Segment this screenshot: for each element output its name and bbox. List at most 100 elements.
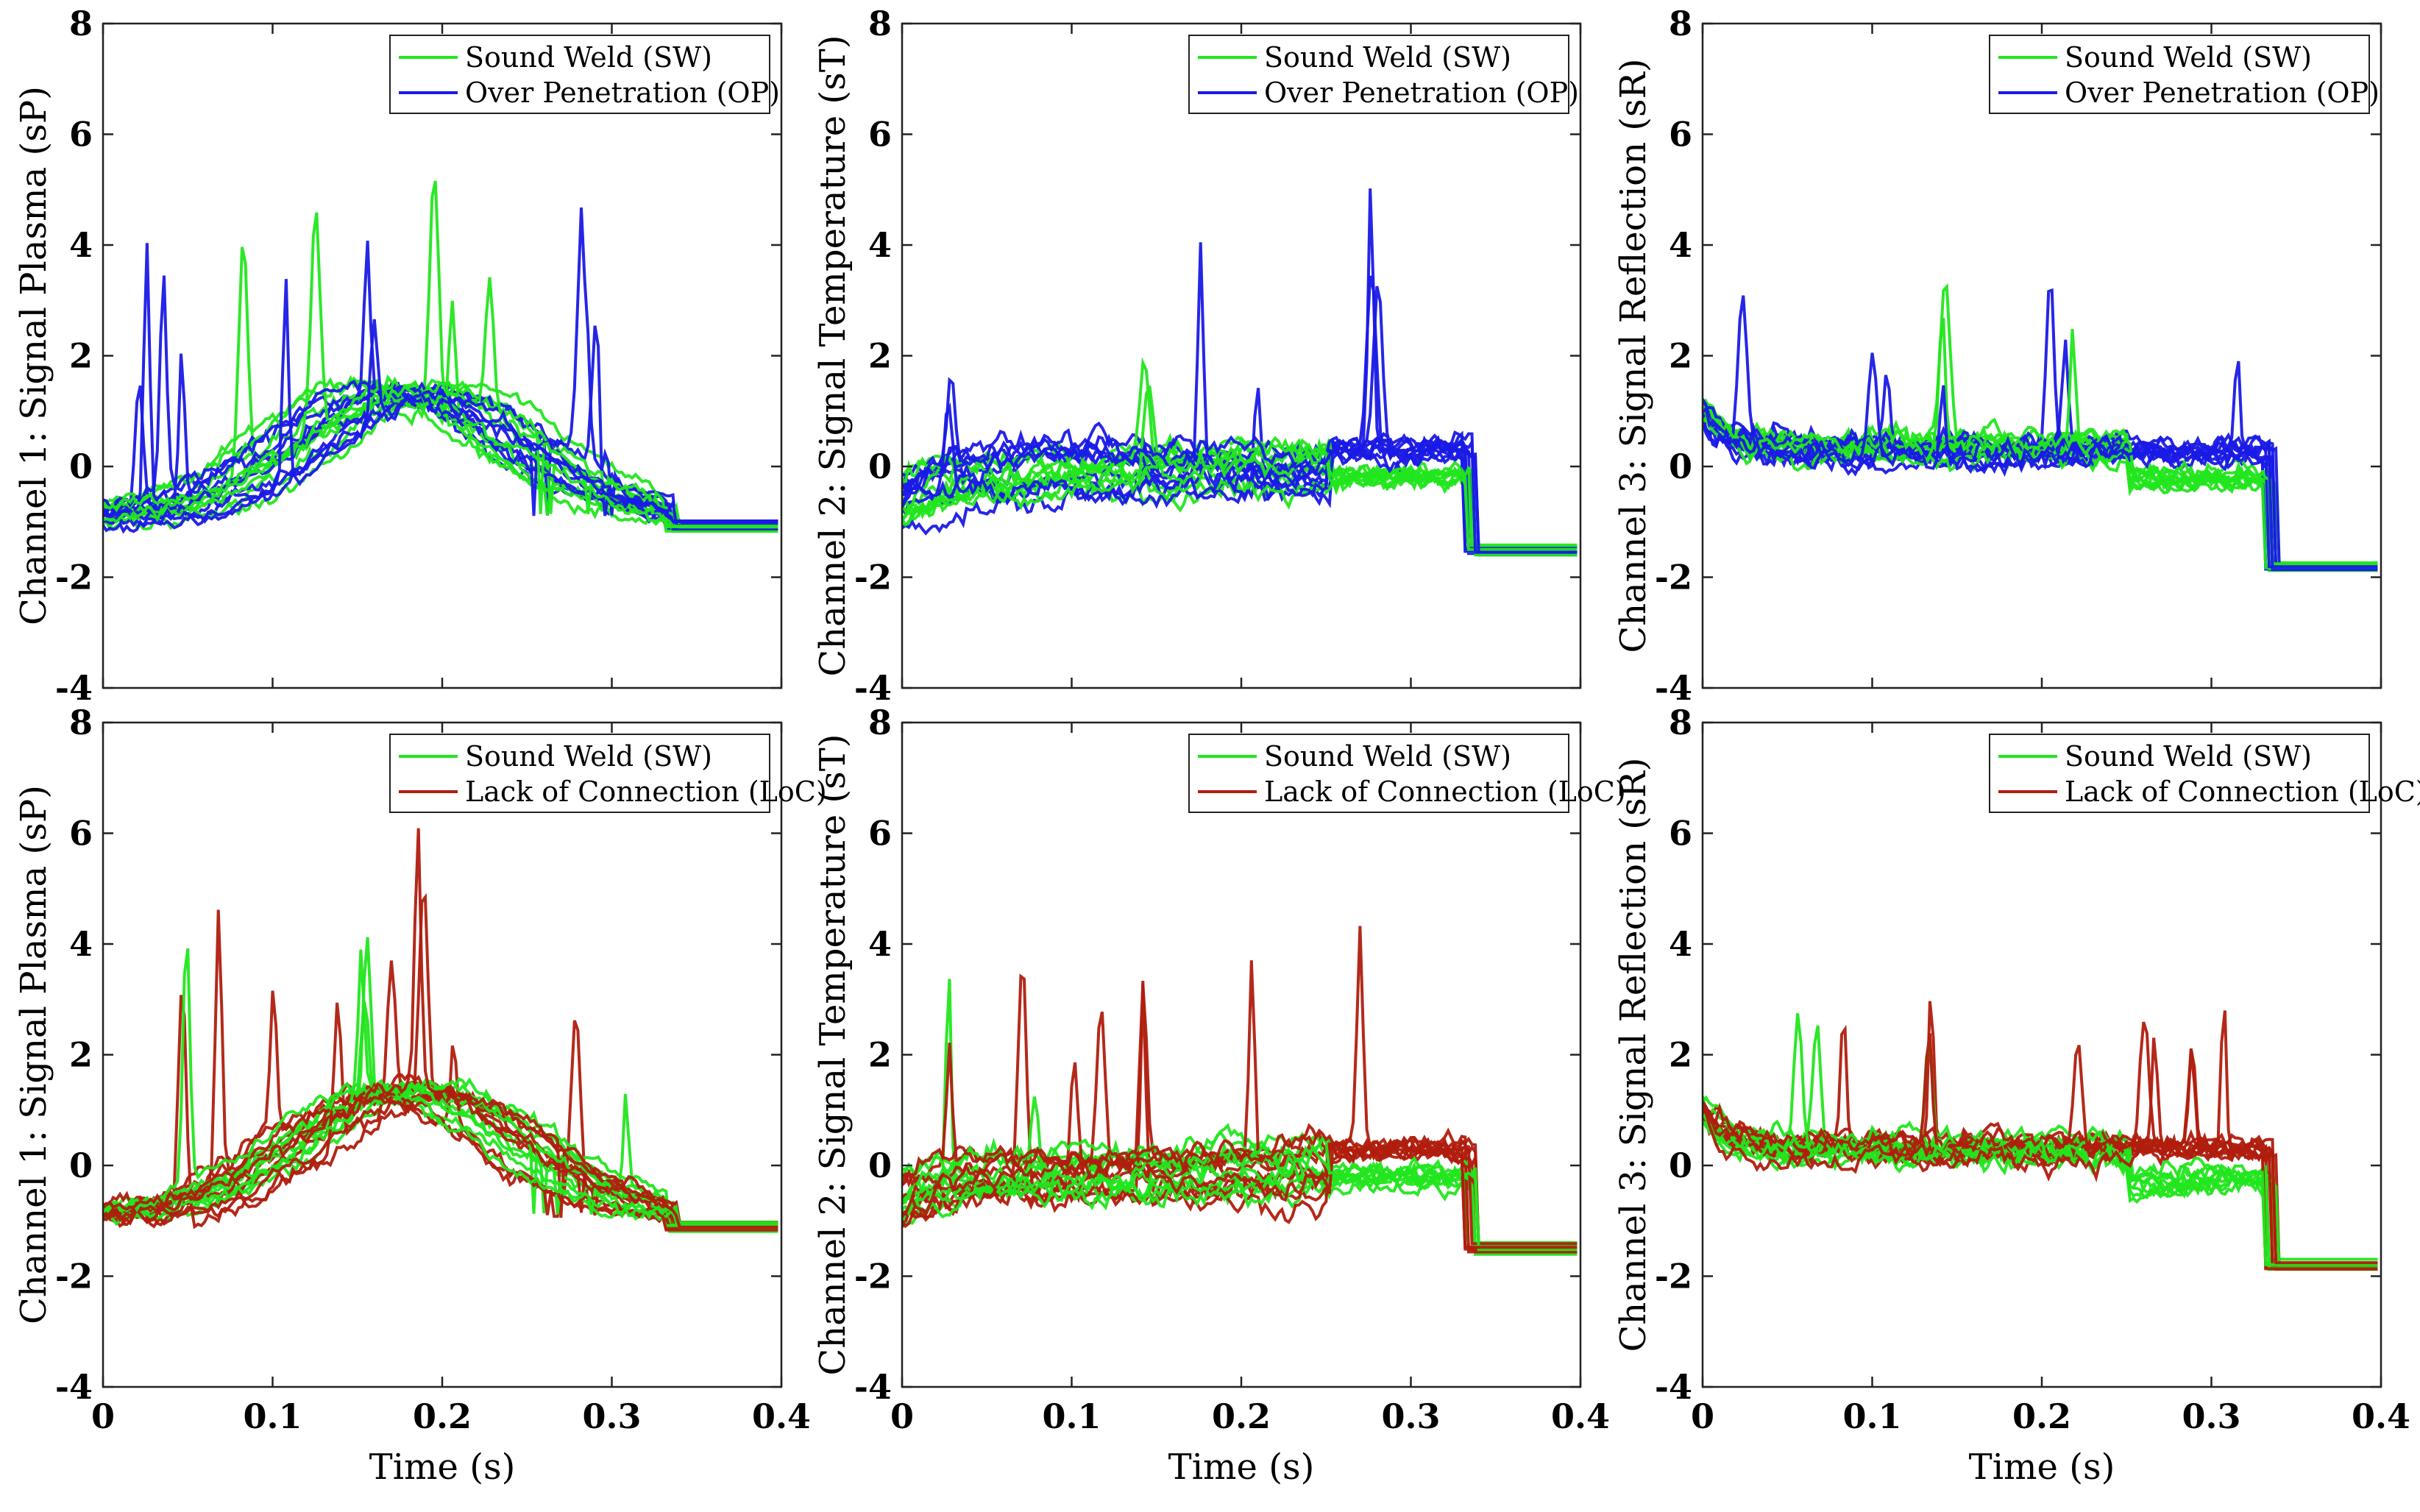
y-axis-label: Channel 3: Signal Reflection (sR) — [1613, 59, 1654, 653]
y-tick-label: 0 — [1669, 447, 1692, 486]
y-tick-label: -2 — [1655, 558, 1692, 597]
x-tick-label: 0.2 — [1212, 1396, 1271, 1436]
x-axis-label: Time (s) — [369, 1447, 516, 1488]
legend: Sound Weld (SW)Over Penetration (OP) — [389, 35, 780, 114]
y-tick-label: 0 — [1669, 1146, 1692, 1185]
series-defect-line — [103, 828, 778, 1229]
axes-frame — [1701, 22, 2382, 689]
y-tick-label: -4 — [55, 668, 93, 708]
x-tick-label: 0 — [890, 1396, 914, 1436]
series-defect-line — [103, 1091, 778, 1229]
series-defect-line — [902, 285, 1578, 557]
y-tick-label: 4 — [868, 924, 892, 964]
plot-area — [1703, 283, 2378, 572]
legend-box — [1188, 734, 1569, 813]
series-sw-line — [103, 180, 778, 530]
y-tick-label: 0 — [69, 447, 93, 486]
chart-panel-5: -4 -2 0 2 4 6 8 0 0.1 0.2 0.3 0.4 Time (s) Channel 2:… — [812, 703, 1626, 1488]
x-tick-label: 0.1 — [1042, 1396, 1101, 1436]
y-tick-label: 4 — [69, 225, 93, 265]
y-axis-label: Channel 1: Signal Plasma (sP) — [13, 785, 54, 1324]
legend-label: Sound Weld (SW) — [465, 41, 712, 74]
legend-label: Sound Weld (SW) — [2065, 740, 2312, 773]
y-tick-label: 8 — [1669, 4, 1692, 43]
x-tick-label: 0.1 — [243, 1396, 302, 1436]
plot-area — [103, 828, 778, 1233]
y-tick-label: 2 — [69, 336, 93, 376]
legend: Sound Weld (SW)Over Penetration (OP) — [1989, 35, 2380, 114]
y-tick-label: 6 — [868, 814, 892, 853]
series-sw-line — [902, 1135, 1578, 1251]
x-tick-label: 0.3 — [582, 1396, 641, 1436]
y-tick-label: 4 — [69, 924, 93, 964]
y-axis-label: Channel 1: Signal Plasma (sP) — [13, 86, 54, 625]
series-defect-line — [103, 275, 778, 530]
axes-frame — [1701, 721, 2382, 1388]
series-defect-line — [103, 909, 778, 1230]
y-tick-label: 0 — [69, 1146, 93, 1185]
y-axis-label: Channel 2: Signal Temperature (sT) — [812, 734, 854, 1376]
series-sw-line — [103, 383, 778, 528]
legend-label: Over Penetration (OP) — [1264, 77, 1579, 109]
legend-label: Lack of Connection (LoC) — [465, 775, 827, 808]
y-tick-label: 2 — [1669, 1035, 1692, 1075]
axes-frame — [901, 22, 1582, 689]
series-defect-line — [902, 1143, 1578, 1251]
series-sw-line — [1703, 1120, 2378, 1266]
chart-panel-2: -4 -2 0 2 4 6 8 Channel 2: Signal Temperature (… — [812, 4, 1582, 708]
y-tick-label: -2 — [1655, 1257, 1692, 1296]
series-defect-line — [902, 1123, 1578, 1249]
series-defect-line — [103, 207, 778, 528]
y-tick-label: 6 — [1669, 115, 1692, 155]
x-tick-label: 0.4 — [1551, 1396, 1610, 1436]
y-tick-label: -4 — [854, 1367, 892, 1407]
legend: Sound Weld (SW)Lack of Connection (LoC) — [1188, 734, 1626, 813]
y-tick-label: -4 — [1655, 1367, 1692, 1407]
y-tick-label: 6 — [868, 115, 892, 155]
y-tick-label: -4 — [1655, 668, 1692, 708]
y-tick-label: -2 — [854, 558, 892, 597]
y-tick-label: 8 — [868, 703, 892, 742]
x-tick-label: 0.4 — [752, 1396, 811, 1436]
plot-area — [902, 926, 1578, 1256]
legend-box — [389, 35, 770, 114]
legend-label: Over Penetration (OP) — [465, 77, 780, 109]
legend-box — [389, 734, 770, 813]
series-defect-line — [1703, 352, 2378, 572]
series-sw-line — [103, 277, 778, 528]
series-defect-line — [902, 1137, 1578, 1246]
y-tick-label: 8 — [868, 4, 892, 43]
y-tick-label: 8 — [69, 4, 93, 43]
series-sw-line — [902, 1143, 1578, 1248]
series-sw-line — [103, 949, 778, 1224]
x-tick-label: 0.2 — [413, 1396, 472, 1436]
chart-panel-3: -4 -2 0 2 4 6 8 Channel 3: Signal Reflection (s… — [1613, 4, 2382, 708]
y-tick-label: 2 — [69, 1035, 93, 1075]
y-tick-label: 2 — [868, 1035, 892, 1075]
chart-panel-1: -4 -2 0 2 4 6 8 Channel 1: Signal Plasma (sP) So… — [13, 4, 783, 708]
legend: Sound Weld (SW)Over Penetration (OP) — [1188, 35, 1579, 114]
axes-frame — [901, 721, 1582, 1388]
x-axis-label: Time (s) — [1168, 1447, 1315, 1488]
legend-label: Sound Weld (SW) — [1264, 41, 1511, 74]
y-tick-label: -2 — [55, 558, 93, 597]
plot-area — [1703, 1001, 2378, 1271]
chart-panel-6: -4 -2 0 2 4 6 8 0 0.1 0.2 0.3 0.4 Time (s) Channel 3:… — [1613, 703, 2420, 1488]
y-tick-label: 0 — [868, 1146, 892, 1185]
y-tick-label: 2 — [868, 336, 892, 376]
legend-label: Lack of Connection (LoC) — [1264, 775, 1626, 808]
y-tick-label: 8 — [1669, 703, 1692, 742]
legend-label: Lack of Connection (LoC) — [2065, 775, 2420, 808]
y-axis-label: Channel 3: Signal Reflection (sR) — [1613, 758, 1654, 1352]
x-axis-label: Time (s) — [1969, 1447, 2115, 1488]
y-tick-label: 4 — [868, 225, 892, 265]
series-defect-line — [902, 433, 1578, 554]
y-tick-label: 6 — [69, 814, 93, 853]
legend-label: Over Penetration (OP) — [2065, 77, 2380, 109]
plot-area — [902, 188, 1578, 557]
series-sw-line — [103, 948, 778, 1229]
x-tick-label: 0.3 — [1381, 1396, 1440, 1436]
y-tick-label: -4 — [854, 668, 892, 708]
legend-label: Sound Weld (SW) — [1264, 740, 1511, 773]
